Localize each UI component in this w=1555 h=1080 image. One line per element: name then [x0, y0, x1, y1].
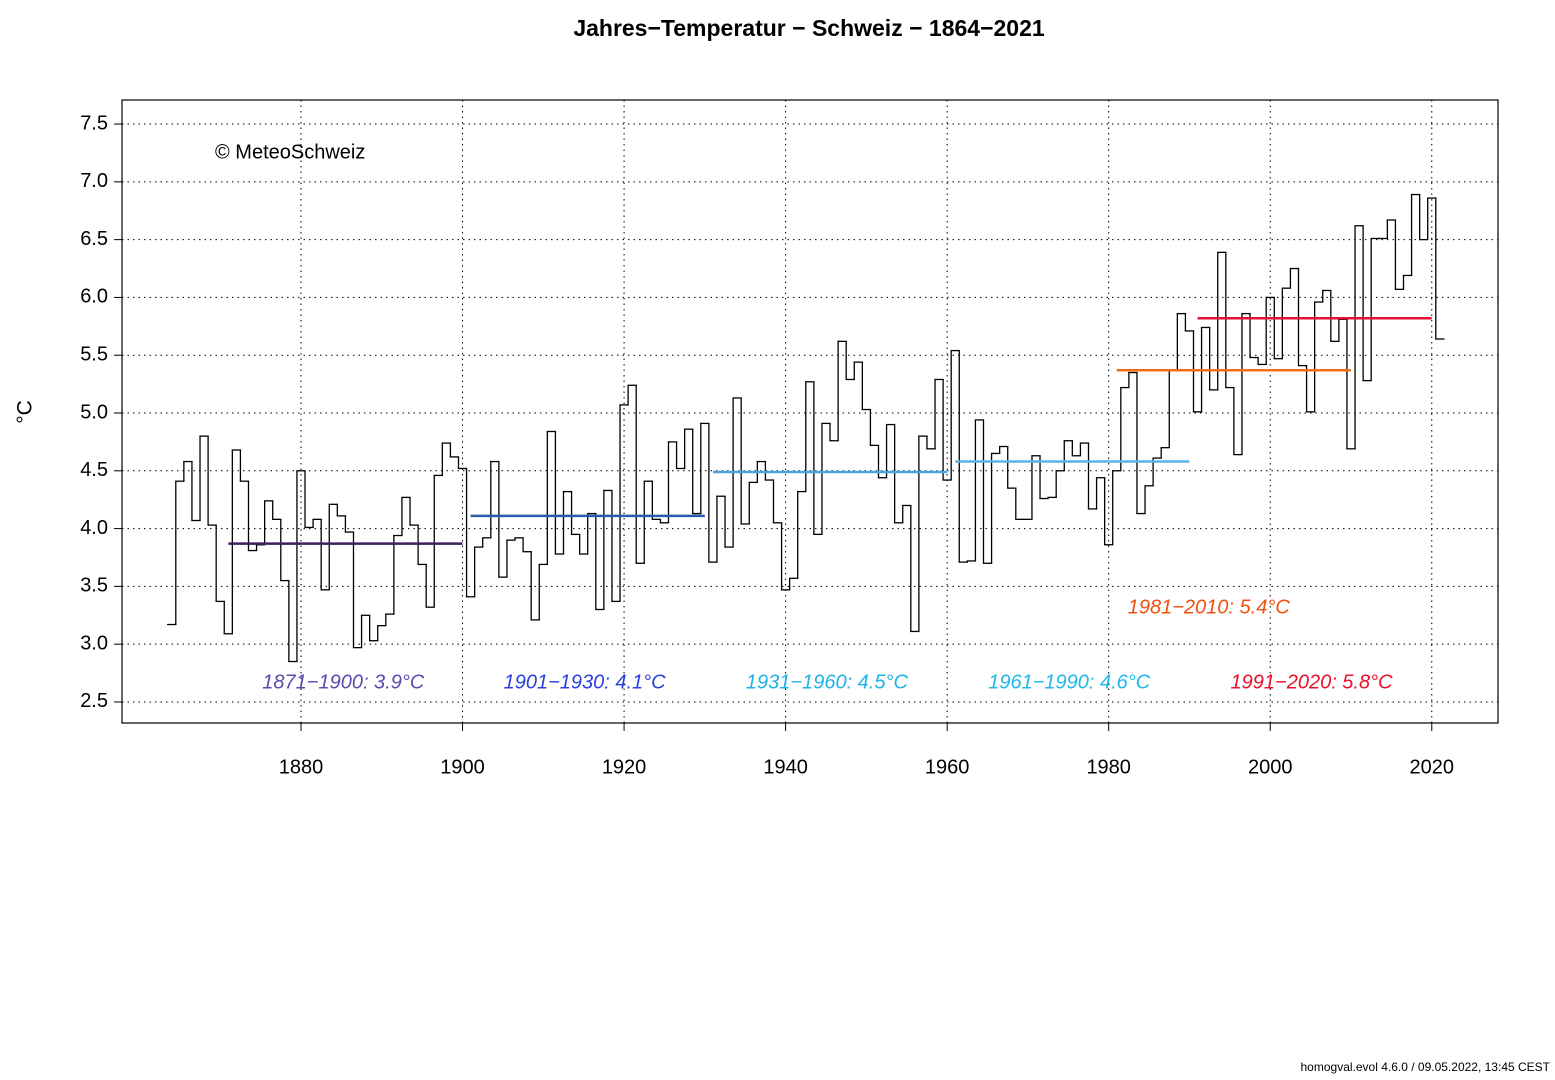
- chart-title: Jahres−Temperatur − Schweiz − 1864−2021: [573, 15, 1045, 41]
- y-tick-label: 3.5: [80, 575, 108, 597]
- y-tick-label: 4.5: [80, 459, 108, 481]
- y-tick-label: 5.5: [80, 343, 108, 365]
- normal-label: 1961−1990: 4.6°C: [988, 671, 1151, 693]
- plot-frame: [121, 99, 1499, 724]
- normal-label: 1871−1900: 3.9°C: [262, 671, 425, 693]
- footer: homogval.evol 4.6.0 / 09.05.2022, 13:45 …: [1301, 1060, 1551, 1074]
- normal-label: 1931−1960: 4.5°C: [746, 671, 909, 693]
- x-tick-label: 1980: [1086, 756, 1131, 778]
- x-tick-label: 1900: [440, 756, 485, 778]
- y-tick-label: 7.5: [80, 112, 108, 134]
- y-tick-label: 6.0: [80, 286, 108, 308]
- y-axis-label: °C: [14, 400, 37, 424]
- x-tick-label: 1920: [602, 756, 647, 778]
- y-tick-label: 4.0: [80, 517, 108, 539]
- x-tick-label: 2000: [1248, 756, 1293, 778]
- y-tick-label: 5.0: [80, 401, 108, 423]
- y-tick-label: 6.5: [80, 228, 108, 250]
- x-tick-label: 2020: [1410, 756, 1455, 778]
- normal-label: 1981−2010: 5.4°C: [1128, 596, 1291, 618]
- y-tick-label: 2.5: [80, 690, 108, 712]
- x-tick-label: 1880: [279, 756, 324, 778]
- annotation: © MeteoSchweiz: [215, 141, 365, 163]
- normal-label: 1901−1930: 4.1°C: [504, 671, 667, 693]
- normal-label: 1991−2020: 5.8°C: [1231, 671, 1394, 693]
- x-tick-label: 1960: [925, 756, 970, 778]
- x-tick-label: 1940: [763, 756, 808, 778]
- y-tick-label: 3.0: [80, 632, 108, 654]
- y-tick-label: 7.0: [80, 170, 108, 192]
